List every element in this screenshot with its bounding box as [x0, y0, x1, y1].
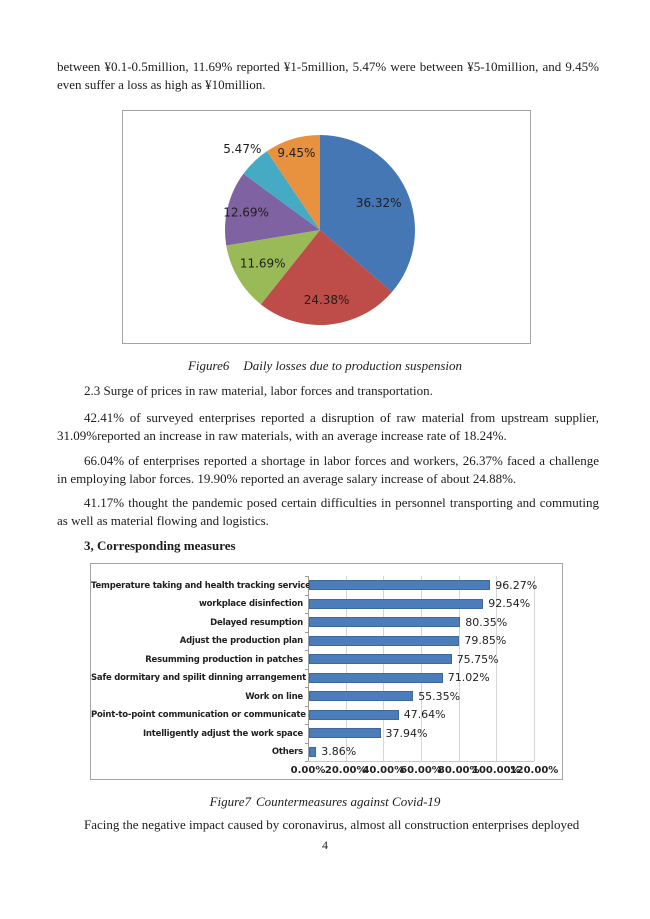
x-axis-label: 100.00% [471, 765, 521, 776]
axis-tick [305, 761, 308, 762]
gridline [458, 576, 460, 761]
axis-tick [305, 631, 308, 633]
bar-category-label: Temperature taking and health tracking s… [91, 580, 311, 591]
x-axis-label: 0.00% [290, 765, 326, 776]
pie-slice [320, 135, 415, 293]
axis-tick [305, 724, 308, 725]
gridline [421, 576, 422, 761]
pie-slice [243, 151, 320, 230]
axis-tick [305, 650, 308, 651]
bar [309, 728, 381, 739]
axis-tick [305, 705, 308, 707]
bar-value-label: 92.54% [488, 597, 531, 610]
heading-corresponding-measures: 3, Corresponding measures [84, 538, 236, 553]
bar-value-label: 71.02% [447, 671, 490, 684]
axis-tick [305, 613, 308, 614]
bar-category-label: Adjust the production plan [179, 636, 303, 646]
paragraph-raw-material: 42.41% of surveyed enterprises reported … [57, 410, 599, 443]
figure6-caption-text: Daily losses due to production suspensio… [243, 358, 463, 373]
pie-slice [266, 135, 320, 230]
axis-tick [305, 668, 308, 670]
bar-category-label: Safe dormitary and spilit dinning arrang… [91, 673, 306, 683]
category-axis-line [308, 576, 309, 761]
figure6-pie-chart: 36.32% 24.38% 11.69% 12.69% 5.47% 9.45% [122, 110, 531, 344]
section-2-3-heading: 2.3 Surge of prices in raw material, lab… [84, 383, 433, 398]
figure6-caption: Figure6 Daily losses due to production su… [0, 358, 650, 374]
bar [309, 617, 461, 628]
pie-data-label: 5.47% [223, 142, 261, 156]
bar [309, 691, 414, 702]
bar-category-label: workplace disinfection [198, 599, 303, 609]
x-axis-label: 120.00% [509, 765, 559, 776]
bar [309, 635, 460, 646]
gridline [383, 576, 385, 761]
pie-slice [226, 230, 320, 305]
figure7-caption-text: Countermeasures against Covid-19 [256, 794, 441, 809]
bar-category-label: Delayed resumption [210, 617, 303, 628]
pie-data-label: 11.69% [240, 257, 286, 271]
x-axis-label: 80.00% [437, 765, 480, 776]
axis-tick [305, 594, 308, 596]
paragraph-transport: 41.17% thought the pandemic posed certai… [57, 495, 599, 528]
bar-category-label: Intelligently adjust the work space [142, 728, 303, 739]
bar-value-label: 37.94% [385, 726, 428, 740]
bar [309, 654, 452, 665]
bar-category-label: Others [271, 747, 303, 757]
bar [309, 746, 317, 757]
bar-category-label: Point-to-point communication or communic… [91, 710, 327, 720]
page-number: 4 [322, 838, 328, 852]
figure6-label: Figure6 [187, 358, 230, 373]
figure7-label: Figure7 [209, 794, 251, 809]
gridline [345, 576, 347, 761]
x-axis-label: 60.00% [400, 765, 442, 776]
pie-data-label: 24.38% [304, 293, 350, 307]
figure7-bar-chart: Temperature taking and health tracking s… [90, 563, 563, 780]
bar [309, 598, 484, 609]
figure7-caption: Figure7 Countermeasures against Covid-19 [0, 794, 650, 810]
bar-value-label: 96.27% [495, 578, 538, 592]
bar-value-label: 47.64% [403, 708, 446, 721]
bar-category-label: Work on line [245, 691, 303, 702]
bar-value-label: 75.75% [456, 652, 499, 666]
pie-data-label: 9.45% [277, 146, 315, 160]
pie-data-label: 36.32% [356, 196, 402, 210]
axis-tick [305, 742, 308, 744]
bar [309, 672, 443, 683]
pie-slice [224, 173, 320, 246]
bar-value-label: 3.86% [321, 745, 357, 758]
value-axis-line [308, 761, 534, 762]
bar-value-label: 80.35% [465, 615, 508, 629]
axis-tick [305, 687, 308, 688]
bar [309, 709, 399, 720]
x-axis-label: 40.00% [362, 765, 405, 776]
bar-value-label: 79.85% [464, 634, 507, 647]
paragraph-losses: between ¥0.1-0.5million, 11.69% reported… [57, 59, 599, 92]
pie-slice [260, 230, 392, 325]
gridline [534, 576, 535, 761]
bar [309, 580, 491, 591]
gridline [496, 576, 498, 761]
pie-chart-svg: 36.32% 24.38% 11.69% 12.69% 5.47% 9.45% [223, 135, 415, 325]
axis-tick [305, 576, 308, 577]
x-axis-label: 20.00% [324, 765, 367, 776]
pie-data-label: 12.69% [223, 205, 269, 219]
paragraph-labor: 66.04% of enterprises reported a shortag… [57, 453, 599, 486]
bar-category-label: Resumming production in patches [145, 654, 303, 665]
paragraph-closing: Facing the negative impact caused by cor… [84, 817, 580, 832]
bar-value-label: 55.35% [418, 689, 461, 703]
